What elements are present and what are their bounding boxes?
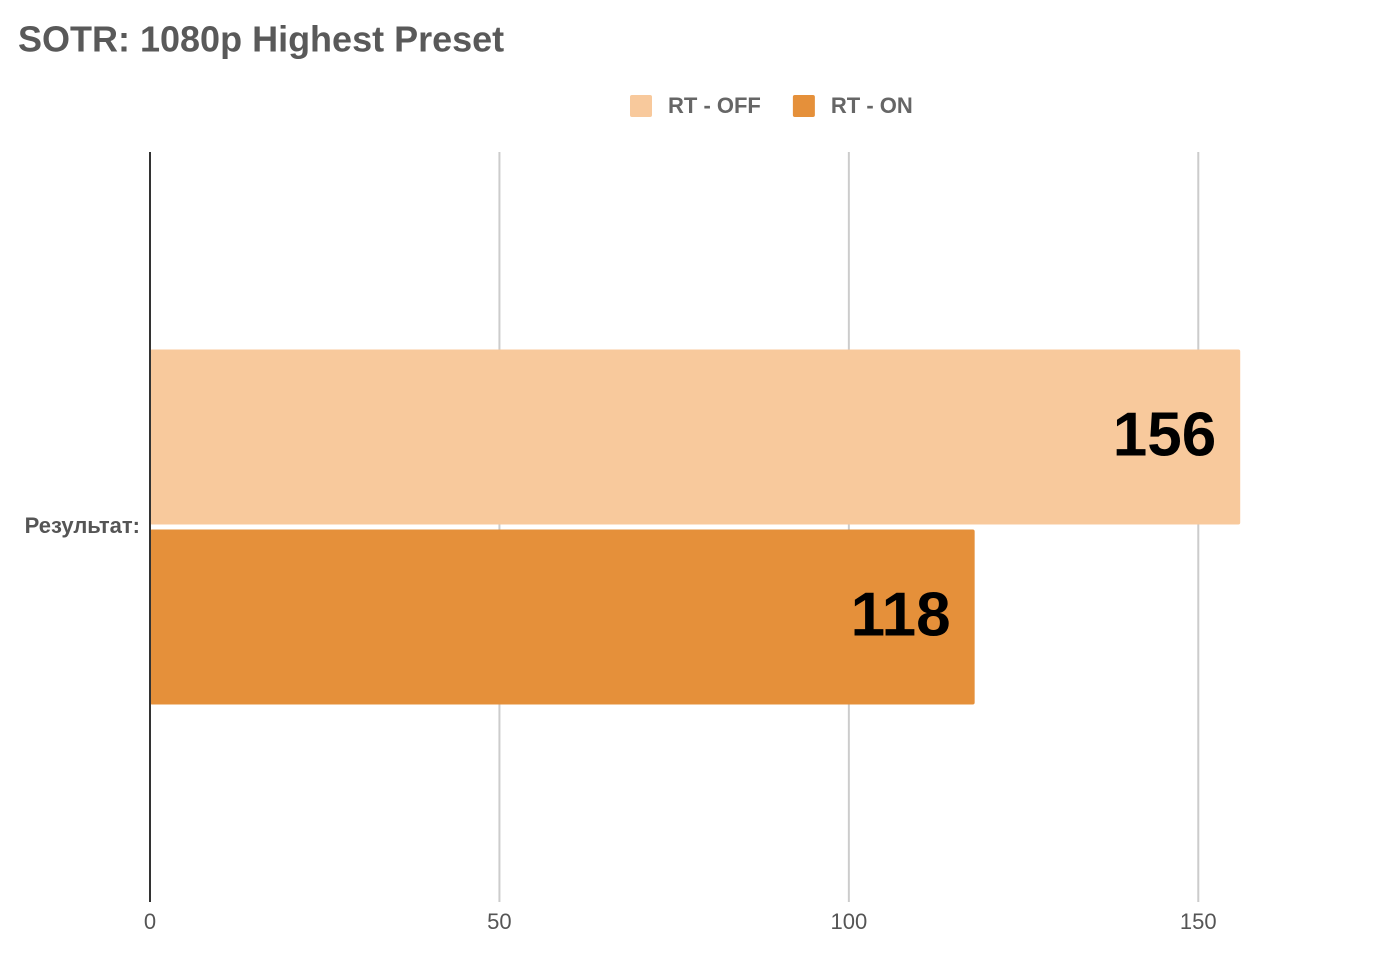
bar bbox=[150, 529, 975, 705]
x-tick-label: 150 bbox=[1180, 909, 1217, 934]
legend-swatch bbox=[630, 95, 652, 117]
bar bbox=[150, 349, 1241, 525]
legend-swatch bbox=[792, 95, 815, 117]
value-label: 118 bbox=[851, 580, 951, 649]
x-tick-label: 50 bbox=[487, 909, 511, 934]
legend-label: RT - OFF bbox=[668, 93, 761, 118]
x-tick-label: 0 bbox=[144, 909, 156, 934]
x-tick-label: 100 bbox=[830, 909, 867, 934]
y-tick-label: Результат: bbox=[25, 513, 140, 538]
value-label: 156 bbox=[1113, 400, 1216, 469]
chart-title: SOTR: 1080p Highest Preset bbox=[18, 19, 504, 60]
legend-label: RT - ON bbox=[831, 93, 913, 118]
